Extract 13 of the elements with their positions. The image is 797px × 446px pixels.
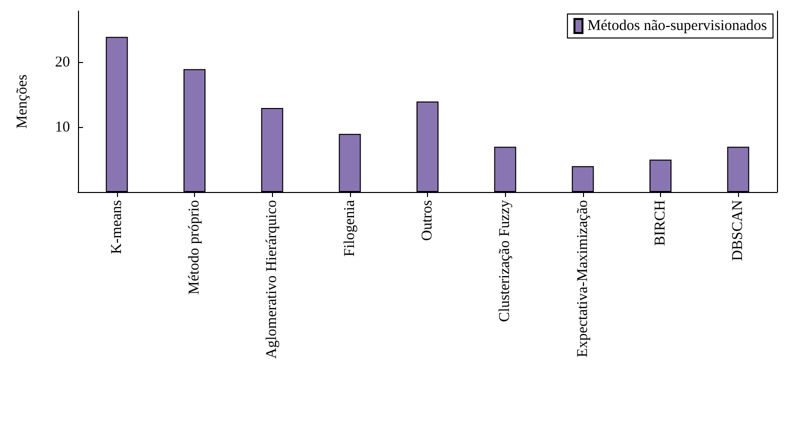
y-tick-label: 10 [55,119,70,136]
x-tick-label: BIRCH [652,200,668,246]
x-tick-label: Expectativa-Maximização [574,200,591,358]
y-axis-title: Menções [14,74,30,129]
x-tick-label: Outros [420,200,436,241]
y-tick-label: 20 [55,54,70,71]
x-tick-label: Aglomerativo Hierárquico [264,200,280,359]
x-tick-label: Método próprio [186,200,202,295]
x-tick-label: K-means [108,200,125,254]
x-tick-label: Filogenia [342,200,358,257]
x-tick-label: Clusterização Fuzzy [497,200,514,322]
legend-label: Métodos não-supervisionados [587,18,768,34]
x-tick-label: DBSCAN [730,200,746,261]
